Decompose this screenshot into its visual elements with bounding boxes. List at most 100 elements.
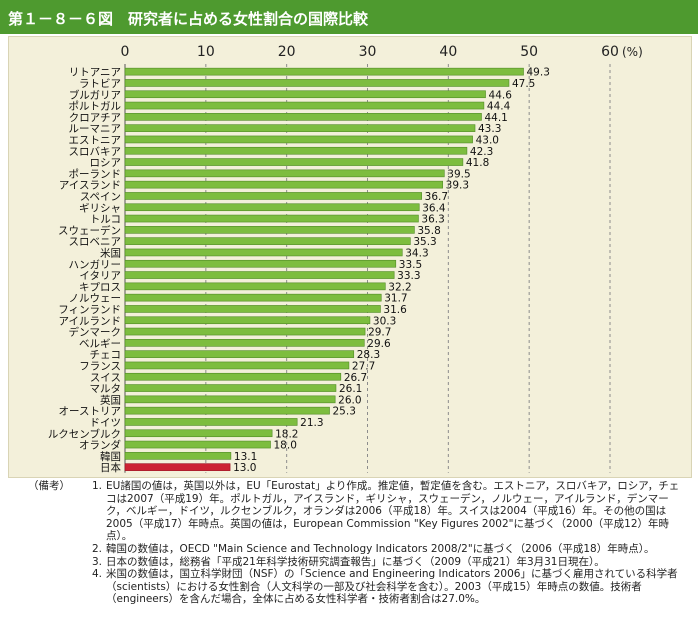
- bar: [124, 350, 355, 358]
- value-label: 36.4: [422, 202, 446, 214]
- bar: [124, 180, 443, 189]
- value-label: 25.3: [333, 406, 356, 418]
- category-label: フィンランド: [58, 304, 121, 316]
- category-label: キプロス: [79, 281, 121, 293]
- category-label: オランダ: [79, 439, 121, 452]
- value-label: 49.3: [527, 67, 550, 79]
- value-label: 44.6: [489, 89, 513, 101]
- bar: [124, 124, 476, 132]
- value-label: 26.0: [338, 394, 361, 406]
- unit-label: (%): [622, 45, 643, 59]
- category-label: 米国: [100, 246, 121, 259]
- category-label: ベルギー: [79, 338, 121, 350]
- category-label: ルーマニア: [69, 123, 122, 135]
- value-label: 44.4: [487, 101, 511, 113]
- bar: [124, 463, 231, 471]
- category-label: リトアニア: [69, 67, 121, 79]
- bar: [124, 158, 464, 166]
- note-1: （備考） 1. EU諸国の値は，英国以外は，EU「Eurostat」より作成。推…: [28, 480, 688, 543]
- bar: [124, 90, 486, 99]
- value-label: 29.6: [367, 338, 391, 350]
- x-tick-label: 30: [359, 44, 377, 60]
- category-label: クロアチア: [69, 112, 121, 124]
- value-label: 28.3: [357, 349, 380, 361]
- category-label: アイスランド: [59, 180, 121, 192]
- category-label: ポーランド: [69, 168, 122, 180]
- category-label: ドイツ: [90, 417, 122, 429]
- notes-head: （備考）: [28, 480, 70, 492]
- bar: [124, 429, 273, 438]
- bar: [124, 203, 420, 212]
- page-title: 第１－８－６図 研究者に占める女性割合の国際比較: [8, 10, 369, 28]
- value-label: 27.7: [352, 360, 375, 372]
- bar: [124, 214, 419, 223]
- category-label: ブルガリア: [69, 88, 121, 101]
- bar: [124, 135, 473, 144]
- x-tick-label: 10: [197, 44, 215, 60]
- value-label: 32.2: [388, 281, 411, 293]
- bar: [124, 327, 366, 336]
- category-label: スロベニア: [69, 236, 122, 248]
- chart-panel: [8, 36, 692, 478]
- bar: [124, 440, 271, 449]
- category-label: マルタ: [90, 383, 122, 395]
- bar: [124, 237, 411, 245]
- category-label: ロシア: [90, 157, 122, 169]
- x-tick-label: 50: [520, 44, 538, 60]
- value-label: 43.3: [478, 123, 501, 135]
- note-number: 3.: [91, 555, 102, 568]
- category-label: スイス: [90, 372, 121, 384]
- bar: [124, 316, 371, 325]
- note-2: 2. 韓国の数値は，OECD "Main Science and Technol…: [28, 543, 688, 556]
- notes-section: （備考） 1. EU諸国の値は，英国以外は，EU「Eurostat」より作成。推…: [28, 480, 688, 606]
- category-label: オーストリア: [59, 406, 121, 418]
- note-text: 米国の数値は，国立科学財団（NSF）の「Science and Engineer…: [106, 568, 678, 606]
- category-label: ルクセンブルク: [48, 427, 121, 440]
- category-label: ノルウェー: [69, 293, 122, 305]
- bar: [124, 305, 381, 313]
- bar: [124, 259, 397, 268]
- note-3: 3. 日本の数値は，総務省「平成21年科学技術研究調査報告」に基づく（2009（…: [28, 556, 688, 569]
- category-label: ポルトガル: [69, 101, 122, 113]
- category-label: フランス: [79, 360, 121, 372]
- bar: [124, 101, 485, 110]
- category-label: 英国: [100, 393, 121, 406]
- note-number: 2.: [91, 542, 102, 555]
- category-label: アイルランド: [59, 315, 121, 327]
- category-label: ラトビア: [79, 78, 121, 90]
- bar: [124, 113, 482, 121]
- category-label: エストニア: [69, 134, 122, 146]
- category-label: デンマーク: [69, 326, 122, 339]
- bar: [124, 226, 415, 234]
- value-label: 18.2: [275, 428, 298, 440]
- bar: [124, 372, 342, 381]
- value-label: 33.5: [399, 259, 422, 271]
- bar: [124, 169, 445, 178]
- value-label: 29.7: [368, 327, 391, 339]
- bar: [124, 271, 395, 279]
- value-label: 18.0: [274, 440, 297, 452]
- value-label: 42.3: [470, 146, 493, 158]
- category-label: ギリシャ: [79, 202, 121, 214]
- value-label: 35.8: [417, 225, 440, 237]
- note-text: 日本の数値は，総務省「平成21年科学技術研究調査報告」に基づく（2009（平成2…: [106, 555, 605, 568]
- bar: [124, 395, 336, 404]
- x-tick-label: 20: [278, 44, 296, 60]
- x-tick-label: 40: [439, 44, 457, 60]
- value-label: 26.7: [344, 372, 367, 384]
- value-label: 39.3: [446, 180, 469, 192]
- value-label: 47.5: [512, 78, 535, 90]
- category-label: スペイン: [80, 191, 121, 203]
- x-tick-label: 0: [121, 44, 130, 60]
- note-4: 4. 米国の数値は，国立科学財団（NSF）の「Science and Engin…: [28, 568, 688, 606]
- value-label: 13.1: [234, 451, 257, 463]
- category-label: トルコ: [90, 214, 121, 226]
- x-tick-label: 60: [601, 44, 619, 60]
- value-label: 13.0: [233, 462, 256, 474]
- bar: [124, 361, 350, 370]
- value-label: 31.6: [383, 304, 407, 316]
- value-label: 41.8: [466, 157, 489, 169]
- bar: [124, 248, 403, 257]
- value-label: 31.7: [384, 293, 407, 305]
- bar: [124, 452, 232, 460]
